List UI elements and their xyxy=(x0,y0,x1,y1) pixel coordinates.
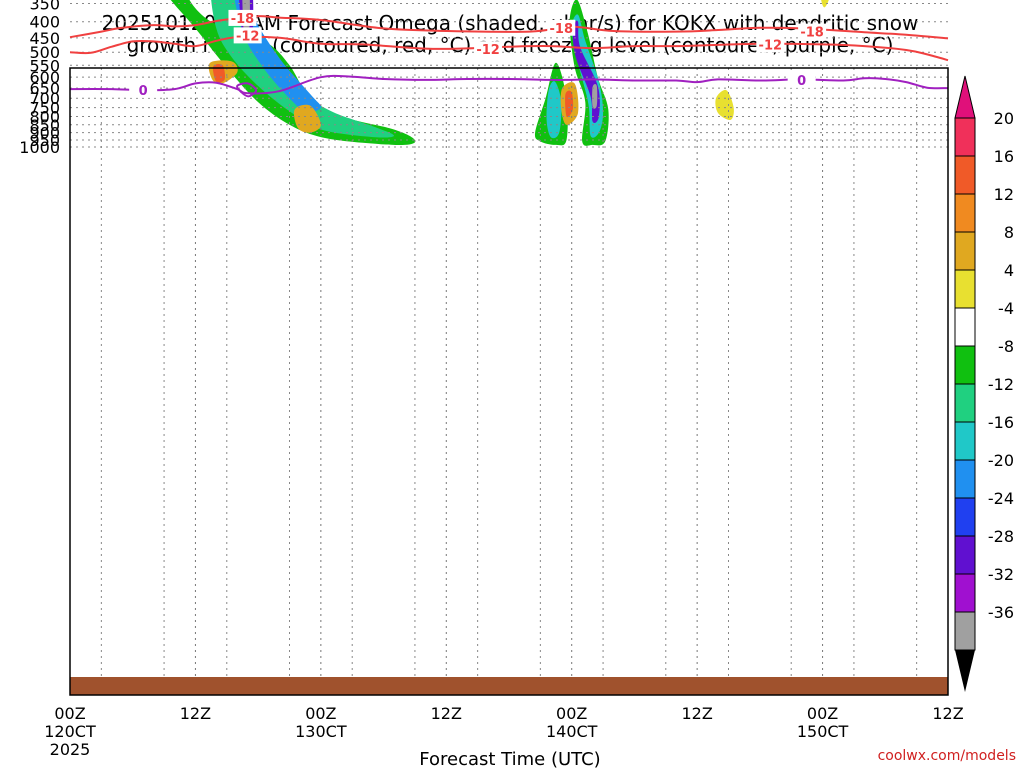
label-zero-b: 0 xyxy=(797,74,806,89)
y-tick-label-500: 500 xyxy=(29,43,60,62)
freezing-level-contour xyxy=(69,74,949,95)
label-minus12-a-bg xyxy=(233,27,262,44)
x-tick-year-0: 2025 xyxy=(50,740,91,759)
plot-area: -18 -18 -18 -12 -12 -12 0 0 xyxy=(69,0,949,696)
colorbar-swatch-3 xyxy=(954,231,976,271)
colorbar-swatch-13 xyxy=(954,611,976,651)
colorbar-label-2: 12 xyxy=(994,185,1014,204)
freezing-level-closed-contour xyxy=(236,82,258,98)
gridlines xyxy=(69,2,949,677)
colorbar-swatch-4 xyxy=(954,269,976,309)
x-tick-label-6: 00Z xyxy=(807,704,838,723)
colorbar-swatch-2 xyxy=(954,193,976,233)
y-tick-label-600: 600 xyxy=(29,68,60,87)
colorbar-swatch-0 xyxy=(954,117,976,157)
plot-frame xyxy=(69,67,949,696)
y-axis: 2503003504004505005506006507007508008509… xyxy=(19,0,60,157)
colorbar-swatch-12 xyxy=(954,573,976,613)
colorbar-swatch-5 xyxy=(954,307,976,347)
x-tick-label-1: 12Z xyxy=(180,704,211,723)
colorbar: 20 16 12 8 4 -4 -8 -12 -16 -20 -24 -28 -32 -36 xyxy=(954,75,1014,692)
y-tick-label-400: 400 xyxy=(29,13,60,32)
y-tick-label-450: 450 xyxy=(29,29,60,48)
y-tick-label-350: 350 xyxy=(29,0,60,13)
omega-area-rising-top xyxy=(821,0,829,8)
plot-background xyxy=(70,68,948,695)
omega-area-day2-band-a-core xyxy=(546,81,562,139)
x-tick-label-2: 00Z xyxy=(305,704,336,723)
label-minus18-b: -18 xyxy=(550,22,574,37)
omega-area-rising-mid xyxy=(293,104,321,133)
y-tick-label-650: 650 xyxy=(29,79,60,98)
label-zero-b-bg xyxy=(787,71,816,88)
colorbar-swatch-7 xyxy=(954,383,976,423)
omega-area-rising-late xyxy=(715,89,734,121)
contours: -18 -18 -18 -12 -12 -12 0 0 xyxy=(69,9,949,99)
colorbar-swatch-10 xyxy=(954,497,976,537)
label-zero-a: 0 xyxy=(139,84,148,99)
y-tick-label-850: 850 xyxy=(29,116,60,135)
label-minus18-a-bg xyxy=(228,9,257,26)
omega-area-day2-max xyxy=(592,84,598,109)
colorbar-label-5: -4 xyxy=(998,299,1014,318)
colorbar-label-1: 16 xyxy=(994,147,1014,166)
y-tick-label-750: 750 xyxy=(29,99,60,118)
colorbar-label-4: 4 xyxy=(1004,261,1014,280)
y-tick-label-700: 700 xyxy=(29,89,60,108)
label-minus12-b-bg xyxy=(474,41,503,58)
colorbar-swatch-6 xyxy=(954,345,976,385)
colorbar-swatch-1 xyxy=(954,155,976,195)
colorbar-label-3: 8 xyxy=(1004,223,1014,242)
y-tick-label-900: 900 xyxy=(29,124,60,143)
colorbar-label-0: 20 xyxy=(994,109,1014,128)
x-tick-label-4: 00Z xyxy=(556,704,587,723)
x-tick-date-4: 140CT xyxy=(546,722,598,741)
label-minus18-b-bg xyxy=(547,19,576,36)
x-tick-date-0: 120CT xyxy=(44,722,96,741)
label-minus18-a: -18 xyxy=(231,12,255,27)
colorbar-swatch-9 xyxy=(954,459,976,499)
colorbar-label-13: -36 xyxy=(988,603,1014,622)
colorbar-label-8: -16 xyxy=(988,413,1014,432)
dgz-contour-minus12 xyxy=(69,35,949,62)
label-minus12-a: -12 xyxy=(236,29,260,44)
x-tick-label-5: 12Z xyxy=(681,704,712,723)
x-tick-date-2: 130CT xyxy=(295,722,347,741)
label-minus18-c-bg xyxy=(798,23,827,40)
ground-terrain xyxy=(70,677,948,695)
x-tick-label-7: 12Z xyxy=(932,704,963,723)
x-tick-label-0: 00Z xyxy=(54,704,85,723)
y-tick-label-550: 550 xyxy=(29,56,60,75)
colorbar-label-11: -28 xyxy=(988,527,1014,546)
colorbar-label-10: -24 xyxy=(988,489,1014,508)
omega-area-rising-day2-core xyxy=(565,90,574,118)
colorbar-bottom-arrow xyxy=(955,650,975,692)
x-axis-label: Forecast Time (UTC) xyxy=(419,749,600,768)
colorbar-swatch-11 xyxy=(954,535,976,575)
y-tick-label-950: 950 xyxy=(29,131,60,150)
omega-shading xyxy=(170,0,829,146)
colorbar-label-12: -32 xyxy=(988,565,1014,584)
dgz-contour-minus18 xyxy=(69,15,949,40)
label-minus18-c: -18 xyxy=(800,26,824,41)
label-minus12-c: -12 xyxy=(759,38,783,53)
y-tick-label-800: 800 xyxy=(29,107,60,126)
label-zero-a-bg xyxy=(129,81,158,98)
colorbar-label-7: -12 xyxy=(988,375,1014,394)
colorbar-top-arrow xyxy=(954,75,976,119)
site-credit[interactable]: coolwx.com/models xyxy=(878,748,1016,764)
y-tick-label-1000: 1000 xyxy=(19,138,60,157)
label-minus12-c-bg xyxy=(756,36,785,53)
colorbar-label-9: -20 xyxy=(988,451,1014,470)
colorbar-label-6: -8 xyxy=(998,337,1014,356)
colorbar-swatch-8 xyxy=(954,421,976,461)
x-tick-label-3: 12Z xyxy=(431,704,462,723)
x-tick-date-6: 150CT xyxy=(797,722,849,741)
label-minus12-b: -12 xyxy=(476,43,500,58)
